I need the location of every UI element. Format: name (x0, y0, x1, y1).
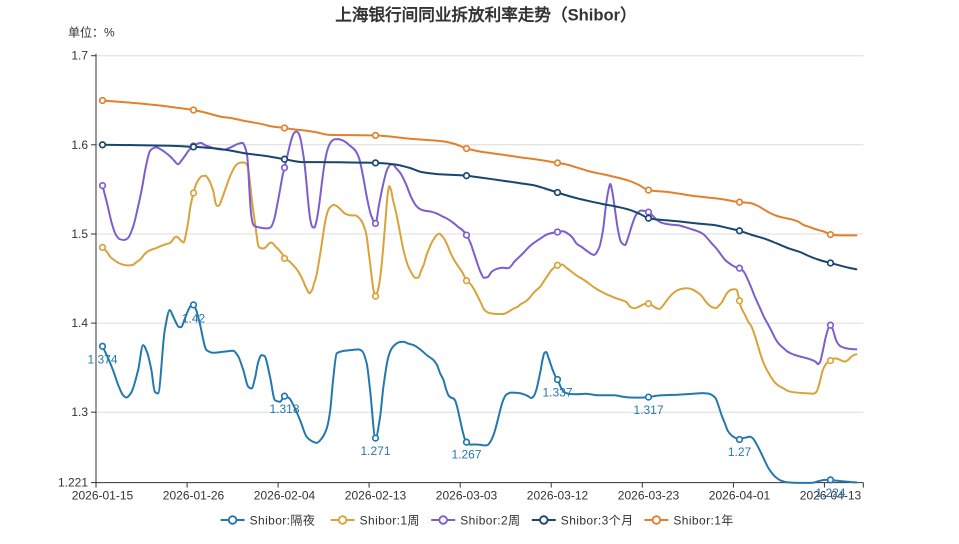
svg-text:单位：%: 单位：% (68, 25, 115, 40)
svg-text:2026-04-13: 2026-04-13 (800, 489, 862, 503)
svg-text:1.42: 1.42 (182, 311, 206, 325)
svg-text:2026-03-12: 2026-03-12 (527, 489, 589, 503)
svg-text:2026-01-15: 2026-01-15 (72, 489, 134, 503)
svg-text:Shibor:1年: Shibor:1年 (673, 514, 733, 528)
svg-text:1.374: 1.374 (87, 352, 117, 366)
svg-text:1.7: 1.7 (71, 49, 88, 63)
svg-text:2026-03-23: 2026-03-23 (618, 489, 680, 503)
svg-text:1.4: 1.4 (71, 316, 88, 330)
svg-text:上海银行间同业拆放利率走势（Shibor）: 上海银行间同业拆放利率走势（Shibor） (335, 5, 636, 25)
svg-text:Shibor:隔夜: Shibor:隔夜 (250, 513, 316, 528)
svg-text:Shibor:2周: Shibor:2周 (460, 514, 520, 528)
svg-text:2026-03-03: 2026-03-03 (436, 489, 498, 503)
svg-text:1.224: 1.224 (815, 486, 845, 500)
svg-text:2026-04-01: 2026-04-01 (709, 489, 771, 503)
svg-text:1.27: 1.27 (728, 445, 752, 459)
svg-text:1.3: 1.3 (71, 405, 88, 419)
svg-text:1.317: 1.317 (633, 403, 663, 417)
svg-text:Shibor:1周: Shibor:1周 (360, 514, 420, 528)
svg-text:2026-02-04: 2026-02-04 (254, 489, 316, 503)
svg-text:1.271: 1.271 (360, 444, 390, 458)
svg-text:1.221: 1.221 (58, 476, 88, 490)
svg-text:1.318: 1.318 (269, 402, 299, 416)
svg-text:Shibor:3个月: Shibor:3个月 (561, 514, 634, 528)
svg-text:1.267: 1.267 (451, 448, 481, 462)
svg-text:1.6: 1.6 (71, 138, 88, 152)
svg-text:1.337: 1.337 (542, 385, 572, 399)
svg-text:2026-01-26: 2026-01-26 (163, 489, 225, 503)
svg-text:1.5: 1.5 (71, 227, 88, 241)
svg-text:2026-02-13: 2026-02-13 (345, 489, 407, 503)
